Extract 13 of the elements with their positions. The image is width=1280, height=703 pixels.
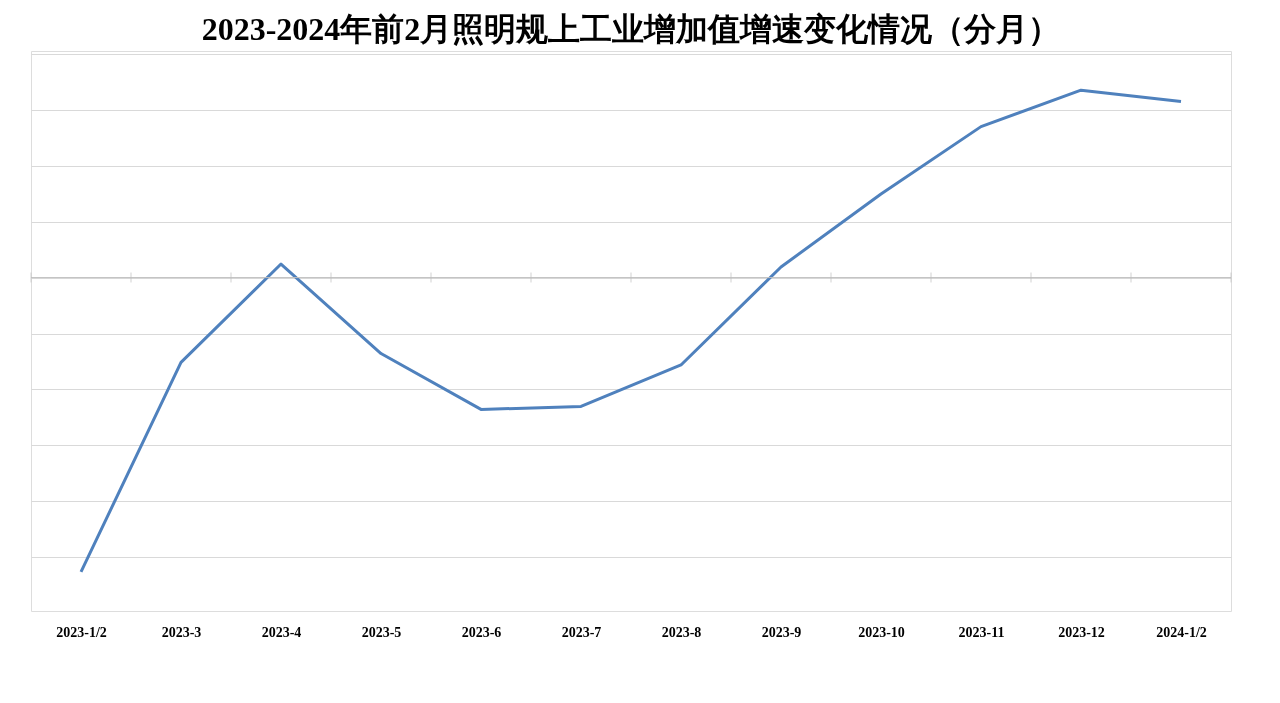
x-tick-label: 2023-12 <box>1058 624 1105 640</box>
x-tick-label: 2023-1/2 <box>56 624 107 640</box>
x-tick-label: 2023-10 <box>858 624 905 640</box>
chart-title: 2023-2024年前2月照明规上工业增加值增速变化情况（分月） <box>201 11 1061 47</box>
x-tick-label: 2024-1/2 <box>1156 624 1207 640</box>
x-tick-label: 2023-5 <box>361 624 402 640</box>
x-tick-label: 2023-11 <box>958 624 1005 640</box>
x-tick-label: 2023-9 <box>761 624 802 640</box>
x-tick-label: 2023-3 <box>161 624 202 640</box>
x-tick-label: 2023-6 <box>461 624 502 640</box>
x-tick-label: 2023-8 <box>661 624 702 640</box>
x-tick-label: 2023-4 <box>261 624 302 640</box>
x-tick-label: 2023-7 <box>561 624 602 640</box>
